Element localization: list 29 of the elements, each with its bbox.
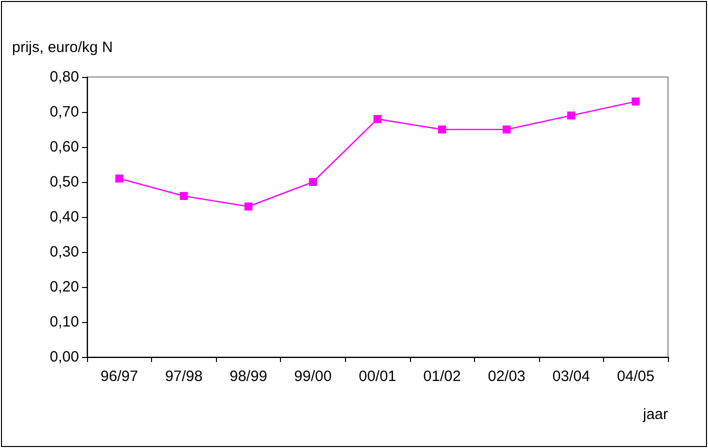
x-tick-label: 01/02	[423, 368, 461, 385]
y-tick-label: 0,40	[50, 208, 79, 226]
y-tick-label: 0,20	[50, 278, 79, 296]
point	[567, 112, 576, 120]
point	[180, 192, 188, 200]
x-tick-label: 00/01	[358, 368, 396, 385]
y-tick-label: 0,00	[50, 348, 79, 366]
x-tick-label: 97/98	[165, 368, 203, 385]
x-tick-label: 04/05	[616, 368, 654, 385]
point	[308, 178, 317, 186]
point	[632, 98, 640, 106]
point	[502, 126, 511, 134]
x-axis-title: jaar	[642, 406, 668, 423]
y-tick-label: 0,10	[50, 314, 79, 330]
y-tick-label: 0,70	[50, 104, 79, 120]
y-tick-label: 0,80	[50, 68, 79, 86]
x-tick-label: 96/97	[100, 368, 138, 385]
x-tick-label: 03/04	[552, 368, 590, 385]
point	[374, 115, 382, 123]
point	[438, 126, 446, 134]
point	[115, 174, 124, 182]
y-tick-label: 0,30	[50, 244, 79, 260]
y-axis-title: prijs, euro/kg N	[12, 39, 113, 56]
x-tick-label: 02/03	[488, 368, 526, 385]
x-tick-label: 99/00	[294, 368, 332, 385]
y-tick-label: 0,50	[50, 174, 79, 190]
point	[244, 202, 252, 210]
x-tick-label: 98/99	[230, 368, 268, 385]
y-tick-label: 0,60	[50, 138, 79, 156]
